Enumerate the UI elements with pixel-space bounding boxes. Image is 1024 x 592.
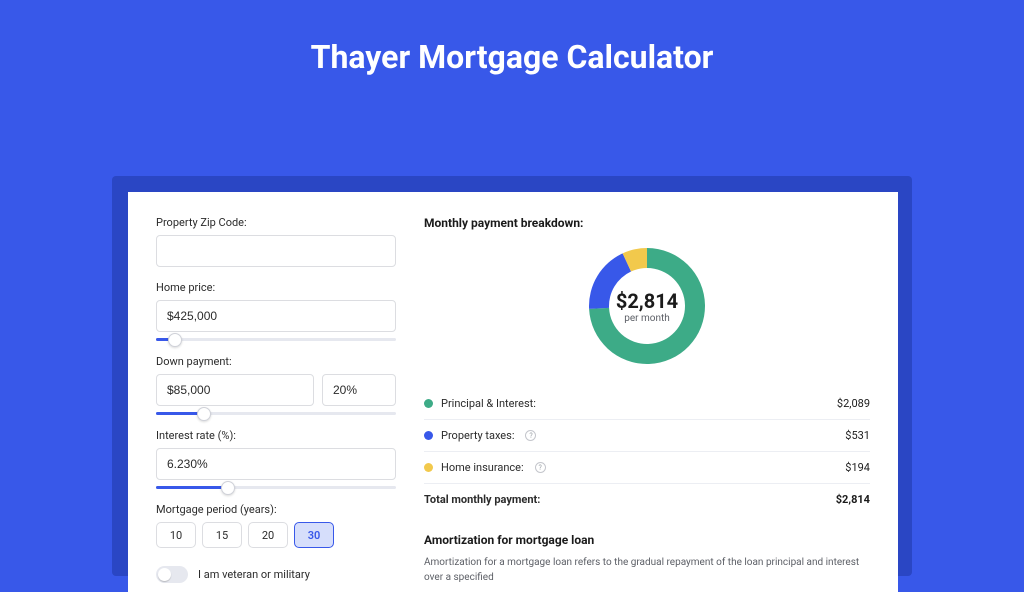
line-value: $531	[845, 429, 870, 442]
line-row: Property taxes:? $531	[424, 420, 870, 452]
input-home-price[interactable]	[156, 300, 396, 332]
label-zip: Property Zip Code:	[156, 216, 396, 229]
field-zip: Property Zip Code:	[156, 216, 396, 267]
period-option-20[interactable]: 20	[248, 522, 288, 548]
field-veteran: I am veteran or military	[156, 566, 396, 583]
line-row: Principal & Interest: $2,089	[424, 388, 870, 420]
label-interest-rate: Interest rate (%):	[156, 429, 396, 442]
field-down-payment: Down payment:	[156, 355, 396, 415]
calculator-card: Property Zip Code: Home price: Down paym…	[128, 192, 898, 592]
label-home-price: Home price:	[156, 281, 396, 294]
breakdown-lines: Principal & Interest: $2,089 Property taxe…	[424, 388, 870, 484]
toggle-veteran-knob	[158, 568, 171, 581]
label-period: Mortgage period (years):	[156, 503, 396, 516]
input-interest-rate[interactable]	[156, 448, 396, 480]
label-down-payment: Down payment:	[156, 355, 396, 368]
label-veteran: I am veteran or military	[198, 568, 310, 581]
legend-dot	[424, 399, 433, 408]
input-down-payment-amount[interactable]	[156, 374, 314, 406]
legend-dot	[424, 431, 433, 440]
breakdown-column: Monthly payment breakdown: $2,814 per mo…	[424, 216, 870, 592]
period-option-10[interactable]: 10	[156, 522, 196, 548]
line-total-label: Total monthly payment:	[424, 493, 540, 506]
line-label: Principal & Interest:	[441, 397, 536, 410]
line-total-value: $2,814	[836, 493, 870, 506]
slider-interest-rate[interactable]	[156, 486, 396, 489]
info-icon[interactable]: ?	[525, 430, 536, 441]
input-down-payment-percent[interactable]	[322, 374, 396, 406]
field-home-price: Home price:	[156, 281, 396, 341]
donut-amount: $2,814	[616, 289, 678, 313]
line-label: Home insurance:	[441, 461, 524, 474]
line-label: Property taxes:	[441, 429, 514, 442]
period-options: 10152030	[156, 522, 396, 548]
breakdown-title: Monthly payment breakdown:	[424, 216, 870, 230]
amortization-text: Amortization for a mortgage loan refers …	[424, 555, 870, 585]
amortization-title: Amortization for mortgage loan	[424, 533, 870, 547]
slider-home-price-knob[interactable]	[168, 333, 182, 347]
input-zip[interactable]	[156, 235, 396, 267]
line-total: Total monthly payment: $2,814	[424, 484, 870, 515]
info-icon[interactable]: ?	[535, 462, 546, 473]
slider-home-price[interactable]	[156, 338, 396, 341]
toggle-veteran[interactable]	[156, 566, 188, 583]
donut-chart: $2,814 per month	[424, 236, 870, 376]
slider-down-payment[interactable]	[156, 412, 396, 415]
form-column: Property Zip Code: Home price: Down paym…	[156, 216, 396, 592]
legend-dot	[424, 463, 433, 472]
line-row: Home insurance:? $194	[424, 452, 870, 484]
page-title: Thayer Mortgage Calculator	[0, 38, 1024, 76]
line-value: $2,089	[837, 397, 870, 410]
slider-down-payment-knob[interactable]	[197, 407, 211, 421]
period-option-15[interactable]: 15	[202, 522, 242, 548]
donut-center: $2,814 per month	[616, 289, 678, 324]
slider-interest-rate-fill	[156, 486, 228, 489]
slider-interest-rate-knob[interactable]	[221, 481, 235, 495]
period-option-30[interactable]: 30	[294, 522, 334, 548]
field-period: Mortgage period (years): 10152030	[156, 503, 396, 548]
line-value: $194	[845, 461, 870, 474]
donut-sub: per month	[616, 313, 678, 324]
field-interest-rate: Interest rate (%):	[156, 429, 396, 489]
